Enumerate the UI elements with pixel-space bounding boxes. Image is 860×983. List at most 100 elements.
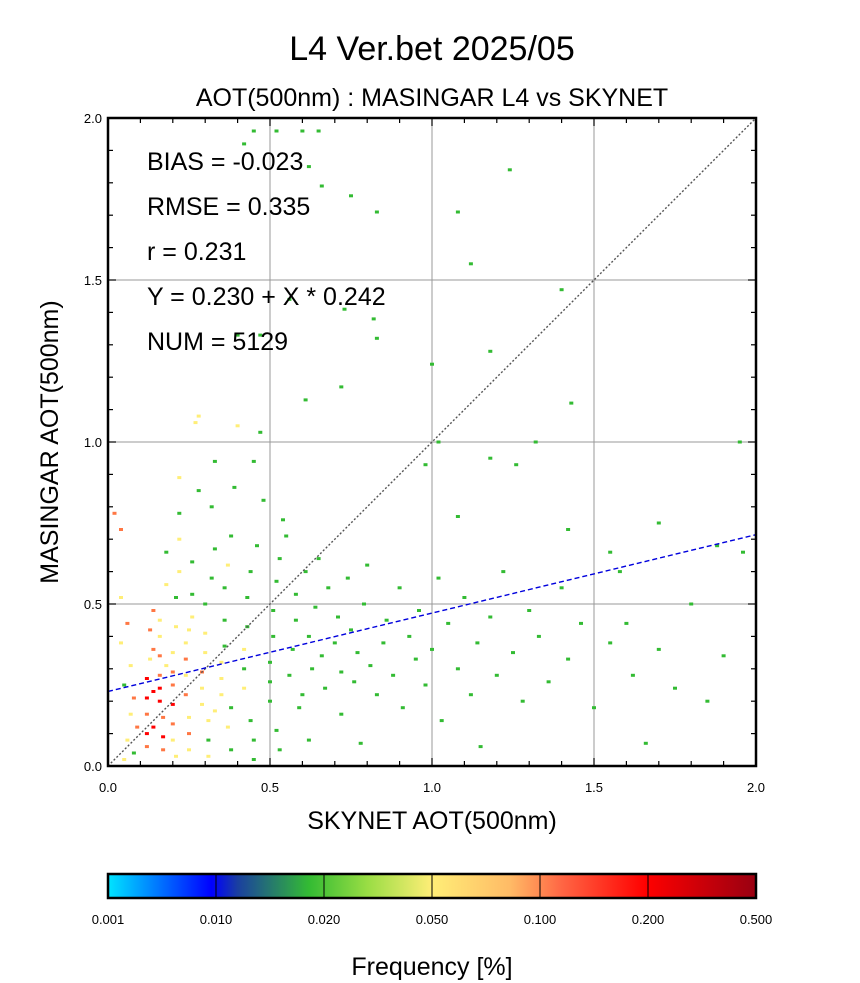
density-cell: [242, 686, 247, 690]
density-cell: [144, 745, 149, 749]
one-to-one-line: [107, 117, 757, 767]
density-cell: [183, 673, 188, 677]
density-cell: [274, 579, 279, 583]
density-cell: [533, 440, 538, 444]
density-cell: [255, 544, 259, 548]
x-tick-label: 0.5: [261, 780, 279, 795]
density-cell: [362, 602, 366, 606]
density-cell: [190, 615, 195, 619]
y-tick-label: 1.0: [84, 435, 102, 450]
density-cell: [164, 664, 169, 668]
density-cell: [128, 712, 133, 716]
density-cell: [170, 722, 175, 726]
density-cell: [187, 732, 191, 736]
density-cell: [608, 550, 613, 554]
density-cell: [617, 570, 622, 574]
density-cell: [300, 693, 305, 697]
density-cell: [212, 459, 217, 463]
density-cell: [177, 570, 182, 574]
density-cell: [417, 609, 421, 612]
density-cell: [268, 699, 272, 703]
stats-line: NUM = 5129: [147, 328, 288, 356]
density-cell: [455, 515, 460, 518]
density-cell: [306, 634, 311, 638]
density-cell: [219, 677, 224, 680]
density-cell: [494, 673, 499, 677]
density-cell: [468, 693, 473, 697]
density-cell: [741, 550, 745, 554]
density-cell: [119, 641, 123, 645]
density-cell: [475, 641, 480, 645]
density-cell: [391, 673, 396, 677]
density-cell: [501, 570, 506, 574]
density-cell: [196, 414, 201, 418]
density-cell: [251, 758, 256, 761]
density-cell: [170, 738, 175, 742]
density-cell: [439, 719, 444, 723]
density-cell: [336, 615, 340, 619]
density-cell: [566, 528, 571, 531]
density-cell: [290, 647, 295, 651]
stats-line: RMSE = 0.335: [147, 193, 310, 221]
density-cell: [339, 385, 344, 389]
density-cell: [200, 702, 204, 706]
density-cell: [287, 297, 292, 301]
density-cell: [277, 557, 282, 561]
y-tick-label: 2.0: [84, 111, 102, 126]
density-cell: [206, 719, 211, 723]
density-cell: [381, 641, 386, 645]
density-cell: [436, 576, 441, 580]
density-cell: [520, 699, 525, 703]
density-cell: [268, 660, 272, 664]
density-cell: [511, 651, 515, 655]
density-cell: [248, 570, 253, 574]
density-cell: [135, 725, 140, 729]
density-cell: [151, 690, 156, 693]
density-cell: [488, 615, 493, 619]
density-cell: [384, 618, 389, 622]
density-cell: [316, 557, 321, 561]
density-cell: [397, 586, 402, 590]
density-cell: [365, 563, 370, 567]
chart-subtitle: AOT(500nm) : MASINGAR L4 vs SKYNET: [196, 84, 668, 112]
density-cell: [190, 560, 195, 564]
density-cell: [157, 634, 162, 638]
density-cell: [151, 609, 156, 612]
density-cell: [488, 349, 493, 353]
density-cell: [630, 673, 635, 677]
density-cell: [374, 693, 379, 697]
colorbar-tick-label: 0.020: [308, 912, 341, 927]
density-cell: [342, 307, 347, 311]
density-cell: [319, 184, 324, 188]
density-cell: [656, 647, 661, 651]
density-cell: [303, 398, 308, 402]
density-cell: [251, 738, 256, 742]
density-cell: [258, 430, 263, 434]
density-cell: [128, 664, 133, 668]
density-cell: [271, 634, 276, 638]
density-cell: [514, 463, 519, 467]
density-cell: [148, 657, 153, 661]
density-cell: [157, 618, 162, 622]
density-cell: [559, 586, 564, 590]
density-cell: [219, 660, 224, 664]
density-cell: [251, 459, 256, 463]
density-cell: [187, 628, 191, 632]
density-cell: [235, 333, 240, 337]
density-cell: [507, 168, 512, 172]
colorbar-tick-label: 0.500: [740, 912, 773, 927]
density-cell: [297, 706, 302, 710]
density-cell: [656, 521, 661, 525]
density-cell: [193, 421, 198, 425]
density-cell: [423, 463, 428, 467]
density-cell: [268, 680, 272, 684]
density-cell: [608, 641, 613, 645]
density-cell: [536, 634, 541, 638]
density-cell: [183, 693, 188, 697]
colorbar-tick-label: 0.050: [416, 912, 449, 927]
density-cell: [125, 738, 130, 742]
density-cell: [673, 686, 677, 690]
density-cell: [170, 651, 175, 655]
density-cell: [187, 715, 191, 719]
density-cell: [721, 654, 726, 658]
